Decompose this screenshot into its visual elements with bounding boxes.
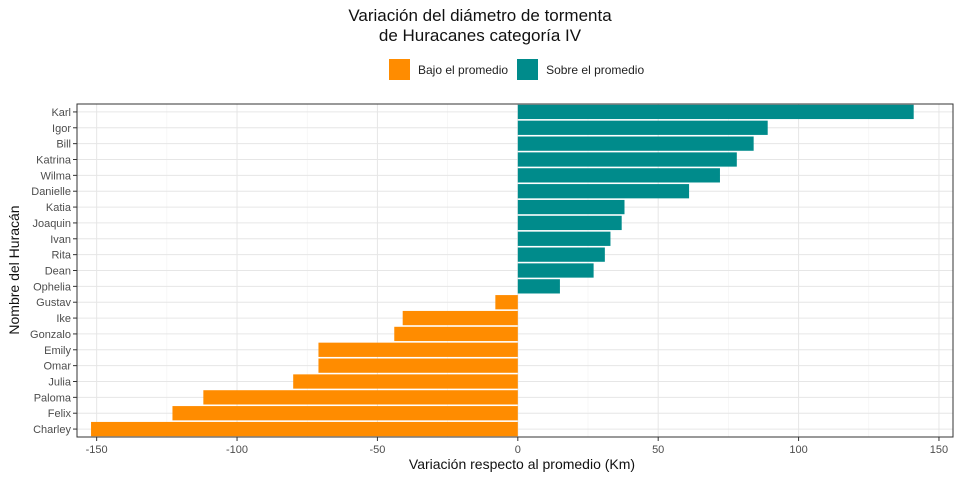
bar bbox=[495, 295, 518, 310]
bar bbox=[318, 358, 518, 373]
chart-legend: Bajo el promedio Sobre el promedio bbox=[389, 59, 653, 80]
x-axis-title: Variación respecto al promedio (Km) bbox=[408, 456, 636, 472]
x-tick-label: -100 bbox=[226, 444, 248, 456]
y-tick-label: Bill bbox=[56, 139, 71, 151]
y-axis-title: Nombre del Huracán bbox=[6, 205, 22, 335]
bar bbox=[517, 199, 625, 215]
legend-swatch-above bbox=[517, 59, 539, 80]
bar bbox=[517, 231, 611, 246]
bar bbox=[517, 263, 594, 278]
bar bbox=[394, 326, 518, 342]
bar bbox=[517, 104, 914, 120]
bar bbox=[517, 279, 560, 294]
legend-item-below: Bajo el promedio bbox=[389, 59, 508, 80]
x-tick-label: 0 bbox=[515, 444, 521, 456]
bar bbox=[517, 120, 768, 135]
bar bbox=[517, 136, 754, 151]
y-tick-label: Julia bbox=[48, 377, 72, 389]
bar bbox=[517, 247, 605, 262]
y-tick-label: Omar bbox=[44, 361, 72, 373]
bar bbox=[402, 310, 518, 326]
y-tick-label: Dean bbox=[45, 266, 71, 278]
bar bbox=[203, 390, 518, 405]
y-tick-label: Gustav bbox=[36, 297, 71, 309]
x-tick-label: 150 bbox=[930, 444, 948, 456]
y-tick-label: Karl bbox=[51, 107, 71, 119]
y-tick-label: Ivan bbox=[50, 234, 71, 246]
y-tick-label: Felix bbox=[48, 408, 72, 420]
bar bbox=[517, 184, 690, 199]
y-tick-label: Katia bbox=[46, 202, 72, 214]
legend-item-above: Sobre el promedio bbox=[517, 59, 644, 80]
legend-label-below: Bajo el promedio bbox=[418, 62, 509, 77]
y-tick-label: Ophelia bbox=[33, 281, 72, 293]
y-tick-label: Katrina bbox=[36, 155, 72, 167]
y-tick-label: Joaquin bbox=[32, 218, 71, 230]
y-tick-label: Ike bbox=[56, 313, 71, 325]
y-tick-label: Paloma bbox=[34, 392, 72, 404]
chart-title-line-2: de Huracanes categoría IV bbox=[378, 26, 582, 45]
y-tick-label: Wilma bbox=[40, 170, 71, 182]
x-tick-label: -50 bbox=[369, 444, 385, 456]
bar bbox=[517, 215, 622, 231]
y-tick-label: Rita bbox=[51, 250, 71, 262]
legend-label-above: Sobre el promedio bbox=[546, 62, 645, 77]
x-tick-label: -150 bbox=[86, 444, 108, 456]
y-tick-label: Emily bbox=[44, 345, 71, 357]
bar bbox=[293, 374, 518, 389]
chart-title-line-1: Variación del diámetro de tormenta bbox=[348, 6, 612, 25]
bar bbox=[172, 406, 518, 421]
y-tick-label: Danielle bbox=[31, 186, 71, 198]
x-tick-label: 100 bbox=[789, 444, 807, 456]
x-tick-label: 50 bbox=[652, 444, 664, 456]
y-tick-label: Charley bbox=[33, 424, 71, 436]
bar bbox=[91, 421, 518, 437]
y-tick-label: Igor bbox=[52, 123, 71, 135]
bar bbox=[318, 342, 518, 357]
y-tick-label: Gonzalo bbox=[30, 329, 71, 341]
legend-swatch-below bbox=[389, 59, 410, 80]
bar bbox=[517, 168, 720, 183]
bar bbox=[517, 152, 737, 167]
